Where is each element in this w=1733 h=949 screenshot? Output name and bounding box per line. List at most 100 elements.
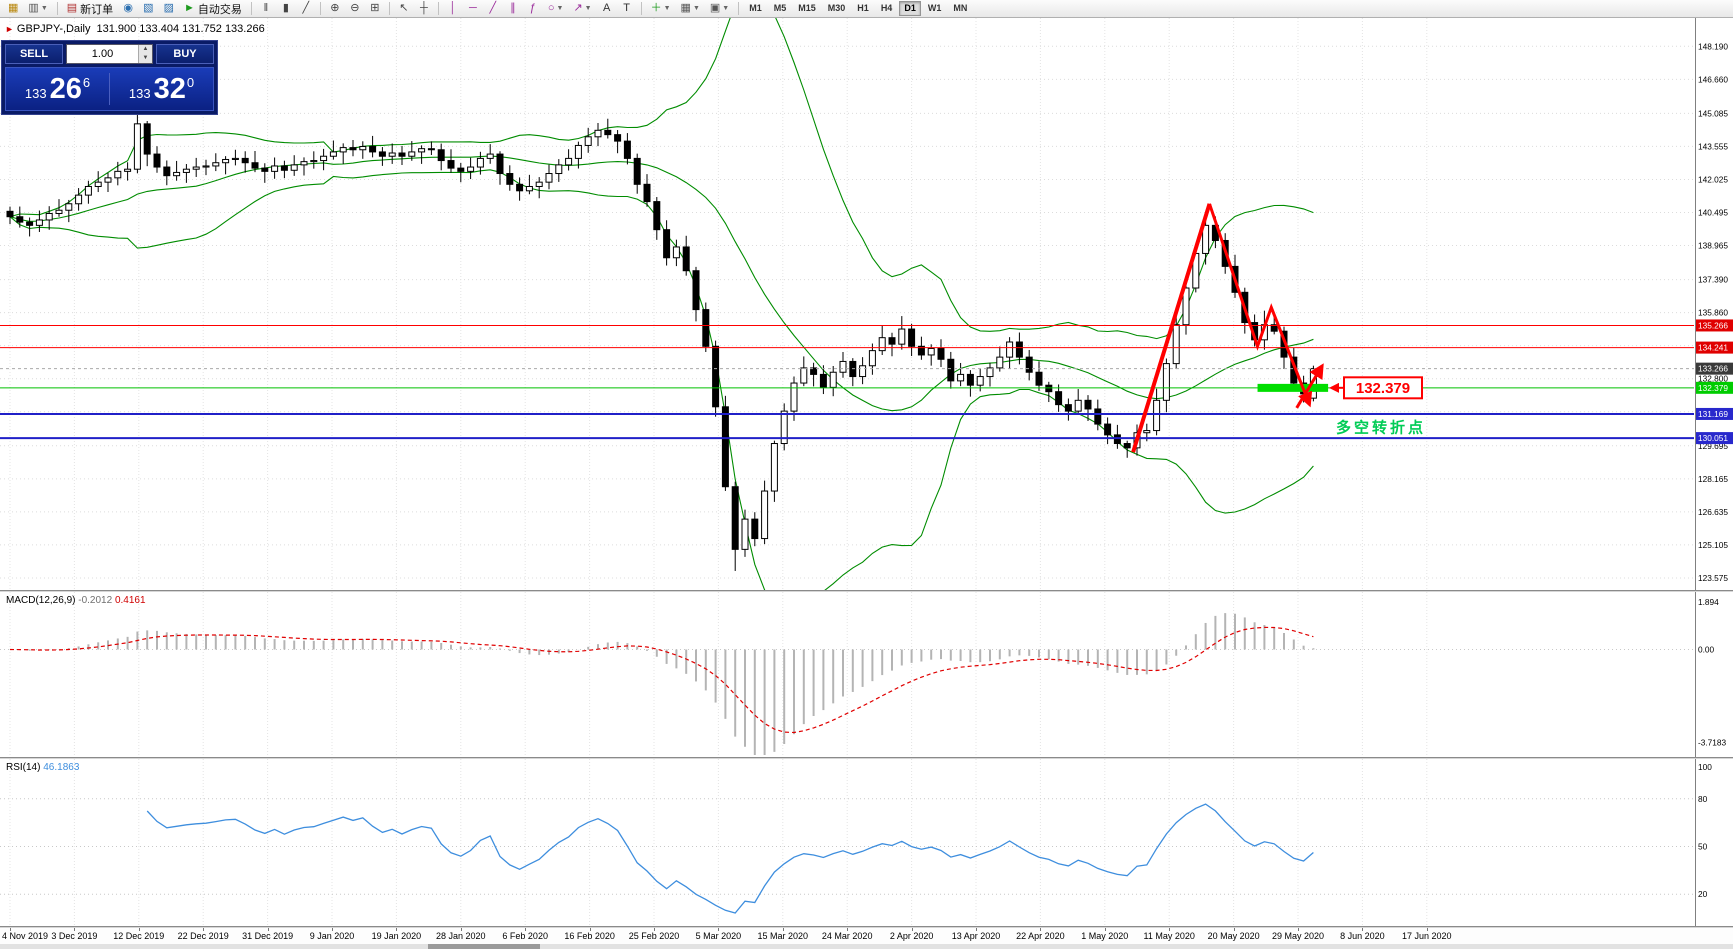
time-label: 15 Mar 2020 (757, 931, 809, 941)
autotrading-label: 自动交易 (197, 3, 242, 16)
sell-price[interactable]: 133 26 6 (6, 74, 109, 104)
periods-button[interactable]: ▦ ▼ (677, 1, 704, 17)
time-label: 2 Apr 2020 (889, 931, 934, 941)
timeframe-w1-button[interactable]: W1 (923, 1, 947, 16)
time-label: 4 Nov 2019 (2, 931, 49, 941)
timeframe-d1-button[interactable]: D1 (899, 1, 921, 16)
timeframe-m15-button[interactable]: M15 (793, 1, 821, 16)
bar-chart-icon: ‖ (263, 2, 269, 14)
timeframe-m1-button[interactable]: M1 (744, 1, 767, 16)
price-chart-canvas[interactable]: 132.379 多空转折点 148.190 146.660 145.085 143.555… (0, 18, 1733, 590)
templates-icon: ▣ (709, 2, 721, 14)
line-chart-button[interactable]: ╱ (297, 1, 315, 17)
rsi-line (146, 803, 1314, 914)
toolbar-separator (437, 2, 439, 15)
note-text[interactable]: 多空转折点 (1336, 418, 1426, 436)
time-label: 11 May 2020 (1143, 931, 1195, 941)
panel-splitter[interactable] (0, 926, 1733, 928)
indicators-caret-icon[interactable]: ▼ (663, 5, 671, 12)
panel-splitter[interactable] (0, 757, 1733, 759)
rsi-scale[interactable]: 100 80 50 20 (1698, 762, 1712, 899)
bounce-arrow[interactable] (1295, 363, 1324, 409)
equidistant-channel-button[interactable]: ∥ (504, 1, 522, 17)
time-tick (203, 928, 205, 931)
autotrading-button[interactable]: ► 自动交易 (180, 1, 246, 17)
macd-scale[interactable]: 1.894 0.00 -3.7183 (1698, 597, 1727, 747)
new-chart-button[interactable]: ▦ (4, 1, 22, 17)
trend-line-up[interactable] (1131, 203, 1212, 453)
fibonacci-button[interactable]: ƒ (524, 1, 542, 17)
buy-button[interactable]: BUY (156, 44, 214, 64)
zoom-in-button[interactable]: ⊕ (326, 1, 344, 17)
arrows-button[interactable]: ↗ ▼ (569, 1, 595, 17)
periods-caret-icon[interactable]: ▼ (692, 5, 700, 12)
toolbar-separator (640, 2, 642, 15)
time-label: 22 Apr 2020 (1016, 931, 1065, 941)
zoom-out-icon: ⊖ (350, 2, 360, 14)
macd-label: MACD(12,26,9) -0.2012 0.4161 (6, 595, 146, 606)
tile-windows-button[interactable]: ⊞ (366, 1, 384, 17)
price-scale-flag-135.266: 135.266 (1696, 319, 1733, 332)
timeframe-m5-button[interactable]: M5 (769, 1, 792, 16)
svg-text:128.165: 128.165 (1698, 474, 1728, 484)
zoom-out-button[interactable]: ⊖ (346, 1, 364, 17)
shapes-button[interactable]: ○ ▼ (544, 1, 568, 17)
price-tag[interactable]: 132.379 (1343, 376, 1423, 400)
timeframe-m30-button[interactable]: M30 (823, 1, 851, 16)
toolbar: ▦ ▥ ▼ ▤ 新订单 ◉ ▧ ▨ ► 自动交易 ‖ ▮ ╱ ⊕ ⊖ ⊞ ↖ ┼ │ ─ ╱ ∥ ƒ ○ ▼ ↗ ▼ A T ＋ ▼ ▦ ▼ ▣ ▼… (0, 0, 1733, 18)
time-axis[interactable]: 4 Nov 2019 3 Dec 2019 12 Dec 2019 22 Dec 20… (0, 928, 1733, 944)
time-label: 5 Mar 2020 (695, 931, 742, 941)
buy-price[interactable]: 133 32 0 (110, 74, 213, 104)
price-scale[interactable]: 148.190 146.660 145.085 143.555 142.025 140.4… (1696, 41, 1733, 583)
volume-input[interactable] (67, 45, 138, 63)
text-button[interactable]: A (598, 1, 616, 17)
timeframe-h4-button[interactable]: H4 (876, 1, 898, 16)
time-tick (460, 928, 462, 931)
vertical-line-button[interactable]: │ (444, 1, 462, 17)
templates-caret-icon[interactable]: ▼ (722, 5, 730, 12)
market-watch-button[interactable]: ◉ (119, 1, 137, 17)
zigzag-down[interactable] (1208, 203, 1313, 408)
time-tick (1233, 928, 1235, 931)
svg-text:142.025: 142.025 (1698, 174, 1728, 184)
scrollbar-thumb[interactable] (428, 944, 540, 949)
macd-panel-canvas[interactable]: 1.894 0.00 -3.7183 MACD(12,26,9) -0.2012 0.… (0, 592, 1733, 757)
bottom-scrollbar[interactable] (0, 944, 1733, 949)
crosshair-icon: ┼ (419, 2, 428, 14)
rsi-panel-canvas[interactable]: 100 80 50 20 RSI(14) 46.1863 (0, 759, 1733, 926)
profiles-caret-icon[interactable]: ▼ (40, 5, 48, 12)
navigator-button[interactable]: ▨ (160, 1, 178, 17)
volume-decrease-icon[interactable]: ▼ (139, 54, 152, 63)
data-window-button[interactable]: ▧ (139, 1, 157, 17)
timeframe-mn-button[interactable]: MN (948, 1, 972, 16)
time-tick (267, 928, 269, 931)
time-label: 25 Feb 2020 (628, 931, 680, 941)
toolbar-separator (388, 2, 390, 15)
svg-text:20: 20 (1698, 889, 1708, 899)
trendline-button[interactable]: ╱ (484, 1, 502, 17)
shapes-caret-icon[interactable]: ▼ (556, 5, 564, 12)
macd-histogram (18, 613, 1315, 755)
templates-button[interactable]: ▣ ▼ (706, 1, 733, 17)
new-order-button[interactable]: ▤ 新订单 (63, 1, 117, 17)
volume-increase-icon[interactable]: ▲ (139, 45, 152, 54)
time-label: 28 Jan 2020 (436, 931, 486, 941)
panel-splitter[interactable] (0, 590, 1733, 592)
crosshair-button[interactable]: ┼ (415, 1, 433, 17)
sell-button[interactable]: SELL (5, 44, 63, 64)
bar-chart-button[interactable]: ‖ (257, 1, 275, 17)
svg-text:-3.7183: -3.7183 (1698, 737, 1727, 747)
cursor-button[interactable]: ↖ (395, 1, 413, 17)
candlestick-chart-button[interactable]: ▮ (277, 1, 295, 17)
horizontal-line-button[interactable]: ─ (464, 1, 482, 17)
arrows-caret-icon[interactable]: ▼ (584, 5, 592, 12)
indicators-button[interactable]: ＋ ▼ (647, 1, 675, 17)
profiles-button[interactable]: ▥ ▼ (24, 1, 51, 17)
timeframe-h1-button[interactable]: H1 (852, 1, 874, 16)
svg-text:125.105: 125.105 (1698, 540, 1728, 550)
time-tick (976, 928, 977, 931)
text-label-button[interactable]: T (618, 1, 636, 17)
time-tick (654, 928, 655, 931)
svg-text:146.660: 146.660 (1698, 74, 1728, 84)
volume-control: ▲ ▼ (66, 44, 153, 64)
